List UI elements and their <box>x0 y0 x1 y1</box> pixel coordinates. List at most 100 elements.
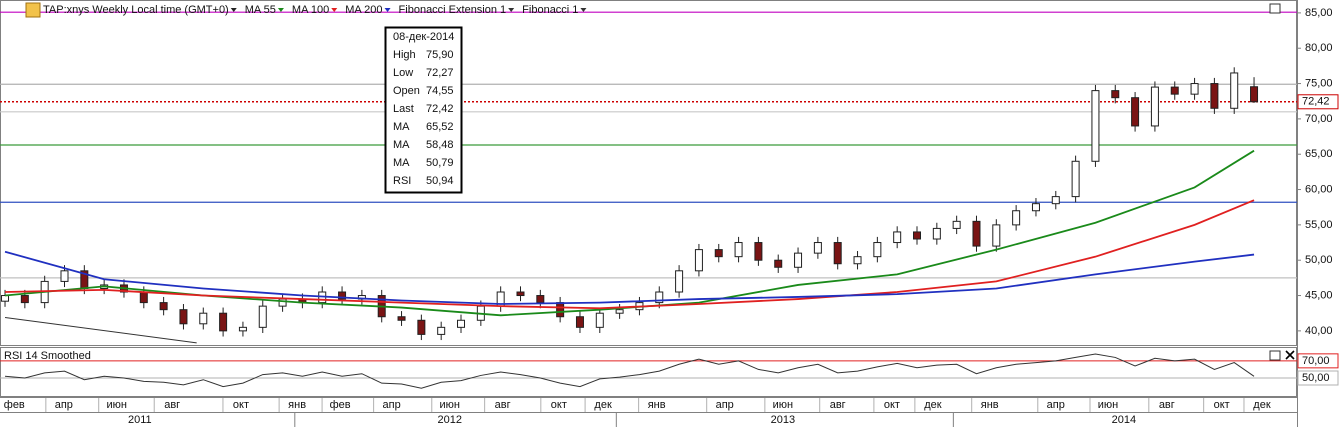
x-tick-label: апр <box>716 399 734 411</box>
candle-body <box>675 270 684 293</box>
tooltip-value: 72,42 <box>426 103 454 115</box>
close-button[interactable] <box>1285 350 1295 360</box>
ma-line <box>5 199 1255 310</box>
candle-body <box>1091 90 1100 162</box>
candle-body <box>615 309 624 314</box>
candle-body <box>575 316 584 328</box>
x-tick-label: фев <box>4 399 25 411</box>
candle-body <box>179 309 188 325</box>
rsi-tick-box <box>1297 370 1339 386</box>
x-tick-label: июн <box>106 399 126 411</box>
year-label: 2013 <box>771 414 795 426</box>
y-tick-label: 70,00 <box>1305 113 1333 125</box>
main-frame <box>0 0 1297 346</box>
x-tick-label: июн <box>773 399 793 411</box>
x-tick-label: авг <box>1159 399 1175 411</box>
candle-body <box>417 319 426 335</box>
indicator-label: Fibonacci Extension 1 <box>399 4 507 16</box>
candle-body <box>913 231 922 240</box>
candle-body <box>338 291 347 300</box>
dropdown-arrow <box>580 8 587 12</box>
candle-body <box>694 249 703 272</box>
tooltip-value: 58,48 <box>426 139 454 151</box>
tooltip-label: RSI <box>393 175 411 187</box>
y-tick-label: 65,00 <box>1305 148 1333 160</box>
candle-body <box>655 291 664 304</box>
x-tick-label: окт <box>233 399 249 411</box>
x-tick-label: апр <box>55 399 73 411</box>
candle-body <box>238 326 247 332</box>
y-tick-label: 55,00 <box>1305 219 1333 231</box>
year-label: 2012 <box>438 414 462 426</box>
x-tick-label: авг <box>830 399 846 411</box>
ma-line <box>4 250 1255 305</box>
candle-body <box>457 319 466 328</box>
year-label: 2014 <box>1112 414 1136 426</box>
candle-body <box>199 312 208 325</box>
x-tick-label: окт <box>884 399 900 411</box>
x-tick-label: июн <box>440 399 460 411</box>
candle-body <box>1131 97 1140 127</box>
rsi-tick-label: 50,00 <box>1302 372 1330 384</box>
candle-body <box>536 295 545 304</box>
last-price-box <box>1297 94 1339 110</box>
trend-line <box>4 316 197 344</box>
candle-body <box>1031 203 1040 212</box>
candle-body <box>258 305 267 328</box>
x-tick-label: апр <box>383 399 401 411</box>
rsi-title: RSI 14 Smoothed <box>4 350 91 362</box>
maximize-button[interactable] <box>1269 3 1281 14</box>
x-tick-label: дек <box>1253 399 1271 411</box>
x-tick-label: апр <box>1047 399 1065 411</box>
rsi-tick-box <box>1297 353 1339 369</box>
symbol-label: TAP:xnys Weekly Local time (GMT+0) <box>43 4 229 16</box>
candle-body <box>833 242 842 265</box>
app-icon[interactable] <box>25 2 41 18</box>
x-tick-label: янв <box>981 399 999 411</box>
candle-body <box>1190 83 1199 95</box>
y-tick-label: 80,00 <box>1305 42 1333 54</box>
x-tick-label: дек <box>924 399 942 411</box>
candle-body <box>1051 196 1060 205</box>
dropdown-arrow <box>277 8 284 12</box>
maximize-button[interactable] <box>1269 350 1281 361</box>
candle-body <box>556 302 565 318</box>
x-tick-label: фев <box>330 399 351 411</box>
candle-body <box>1012 210 1021 226</box>
y-tick-label: 50,00 <box>1305 254 1333 266</box>
tooltip-label: High <box>393 49 416 61</box>
rsi-frame <box>0 347 1297 397</box>
candle-body <box>794 252 803 268</box>
x-tick-label: июн <box>1098 399 1118 411</box>
rsi-tick-label: 70,00 <box>1302 355 1330 367</box>
x-tick-label: янв <box>648 399 666 411</box>
candle-body <box>516 291 525 297</box>
candle-body <box>595 312 604 328</box>
tooltip-label: Low <box>393 67 413 79</box>
candle-body <box>873 242 882 258</box>
candle-body <box>1071 160 1080 198</box>
candle-body <box>734 242 743 258</box>
candle-body <box>774 259 783 268</box>
tooltip-label: Open <box>393 85 420 97</box>
candle-body <box>754 242 763 261</box>
tooltip-label: MA <box>393 157 410 169</box>
tooltip-value: 72,27 <box>426 67 454 79</box>
candle-body <box>20 295 29 304</box>
tooltip-label: Last <box>393 103 414 115</box>
candle-body <box>139 291 148 304</box>
dropdown-arrow <box>508 8 515 12</box>
candle-body <box>972 220 981 247</box>
x-tick-label: дек <box>594 399 612 411</box>
dropdown-arrow <box>230 8 237 12</box>
candle-body <box>1230 72 1239 109</box>
tooltip-value: 75,90 <box>426 49 454 61</box>
candle-body <box>813 242 822 254</box>
candle-body <box>992 224 1001 247</box>
x-tick-label: авг <box>164 399 180 411</box>
y-tick-label: 75,00 <box>1305 77 1333 89</box>
candle-body <box>1210 83 1219 109</box>
candle-body <box>1 295 10 302</box>
candle-body <box>1150 86 1159 127</box>
